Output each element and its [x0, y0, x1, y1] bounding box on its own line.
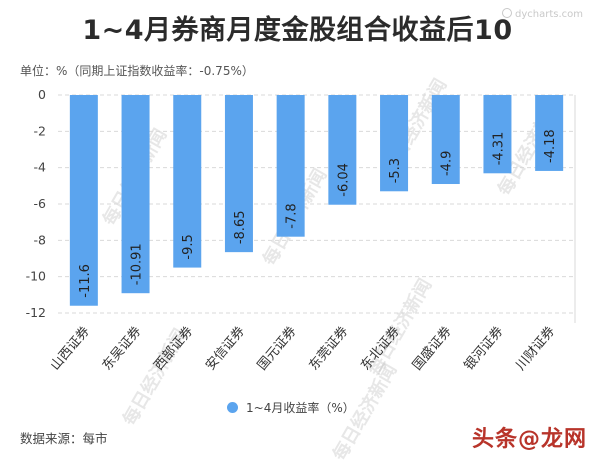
value-label: -11.6	[78, 264, 93, 298]
y-tick-label: -8	[34, 232, 47, 247]
bar[interactable]	[328, 95, 357, 205]
value-label: -10.91	[130, 243, 145, 285]
bar[interactable]	[173, 95, 202, 268]
value-label: -5.3	[388, 158, 403, 183]
value-label: -8.65	[233, 211, 248, 245]
bar[interactable]	[224, 95, 253, 253]
y-tick-label: -6	[34, 196, 47, 211]
legend[interactable]: 1~4月收益率（%）	[227, 399, 355, 416]
logo-icon	[501, 8, 512, 18]
value-label: -7.8	[285, 203, 300, 228]
value-label: -4.31	[491, 132, 506, 166]
y-tick-label: -12	[26, 305, 46, 320]
bar[interactable]	[431, 95, 460, 185]
x-tick-label: 国盛证券	[409, 323, 455, 373]
y-axis-ticks: 0 -2 -4 -6 -8 -10 -12	[26, 87, 46, 320]
y-tick-label: -2	[34, 123, 46, 138]
y-tick-label: -4	[34, 160, 47, 175]
value-labels: -11.6 -10.91 -9.5 -8.65 -7.8 -6.04 -5.3 -4.9 -4.…	[78, 129, 558, 297]
x-tick-label: 东莞证券	[306, 323, 352, 373]
x-tick-label: 国元证券	[254, 323, 300, 373]
value-label: -4.18	[543, 129, 558, 163]
logo-text: dycharts.com	[514, 9, 583, 20]
x-tick-label: 川财证券	[513, 323, 559, 373]
chart-title: 1~4月券商月度金股组合收益后10	[82, 15, 513, 46]
bar[interactable]	[69, 95, 98, 306]
x-tick-label: 东吴证券	[99, 323, 145, 373]
bar[interactable]	[121, 95, 150, 294]
bars	[69, 95, 564, 306]
bar[interactable]	[380, 95, 409, 192]
legend-swatch	[227, 402, 238, 413]
bar[interactable]	[276, 95, 305, 237]
unit-note: 单位：%（同期上证指数收益率：-0.75%）	[20, 64, 254, 78]
legend-label: 1~4月收益率（%）	[246, 401, 355, 415]
bar[interactable]	[535, 95, 564, 171]
value-label: -4.9	[440, 151, 455, 176]
y-tick-label: -10	[26, 269, 46, 284]
bar[interactable]	[483, 95, 512, 174]
dycharts-logo: dycharts.com	[501, 8, 583, 20]
x-tick-label: 安信证券	[202, 323, 248, 373]
value-label: -9.5	[181, 234, 196, 259]
x-tick-label: 银河证券	[461, 323, 507, 373]
x-tick-label: 山西证券	[47, 323, 93, 373]
x-axis-ticks: 山西证券 东吴证券 西部证券 安信证券 国元证券 东莞证券 东北证券 国盛证券 银河证券 川财证券	[47, 323, 558, 373]
data-source: 数据来源：每市	[20, 431, 108, 446]
y-tick-label: 0	[38, 87, 46, 102]
value-label: -6.04	[336, 163, 351, 197]
corner-watermark: 头条@龙网	[471, 427, 587, 452]
